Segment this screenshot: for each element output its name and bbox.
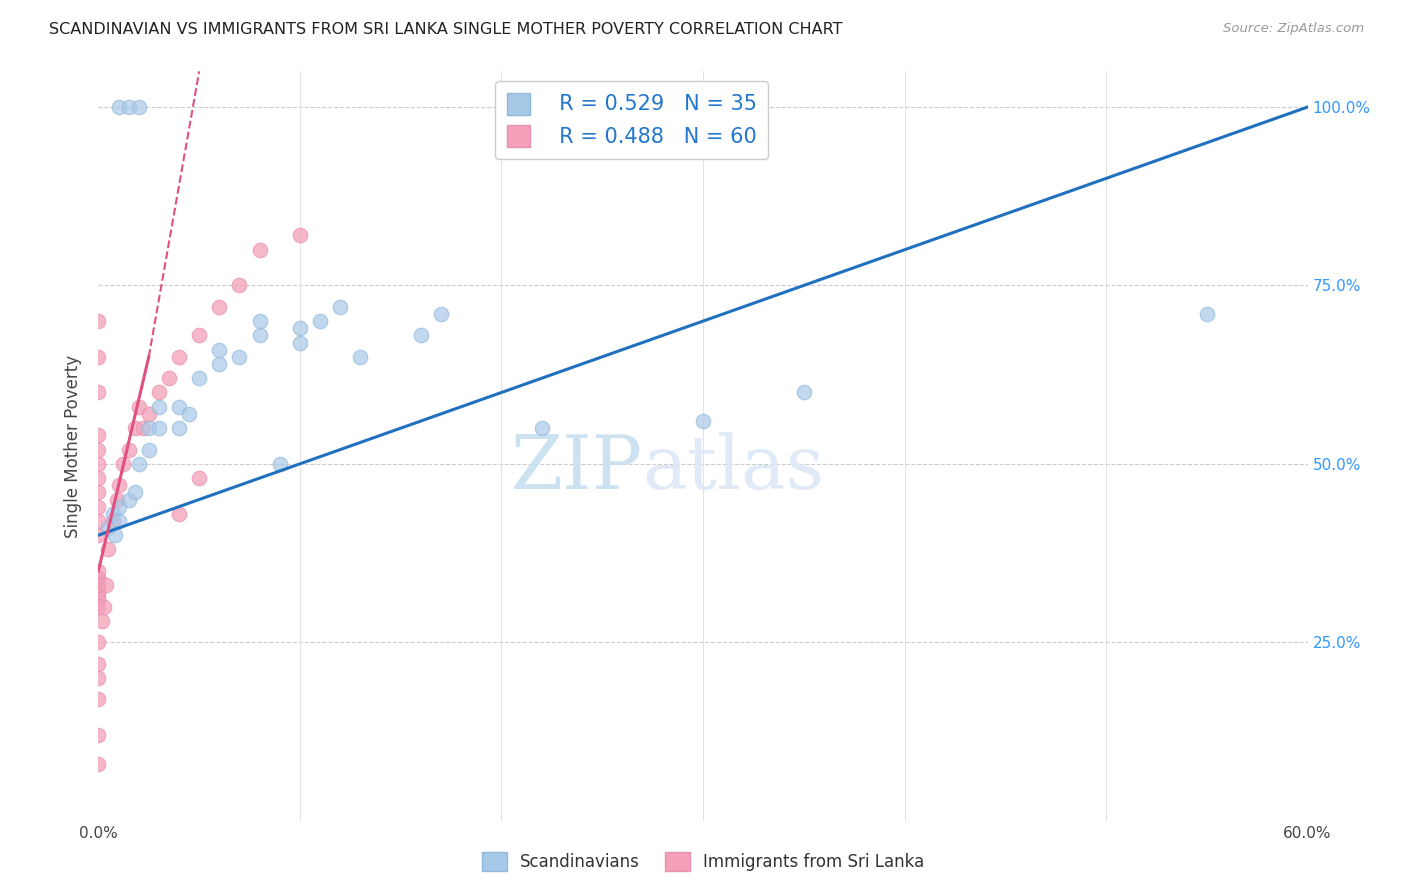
Point (87, 578, 110, 592)
Point (128, 457, 150, 471)
Point (208, 300, 231, 314)
Point (87, 514, 110, 528)
Point (118, 100, 141, 114)
Point (87, 728, 110, 742)
Point (105, 492, 128, 507)
Point (87, 592, 110, 607)
Point (87, 350, 110, 364)
Text: SCANDINAVIAN VS IMMIGRANTS FROM SRI LANKA SINGLE MOTHER POVERTY CORRELATION CHAR: SCANDINAVIAN VS IMMIGRANTS FROM SRI LANK… (49, 22, 842, 37)
Point (87, 599, 110, 614)
Point (167, 421, 190, 435)
Point (128, 100, 150, 114)
Point (124, 485, 146, 500)
Point (107, 500, 129, 514)
Point (430, 307, 453, 321)
Point (148, 421, 170, 435)
Point (87, 635, 110, 649)
Point (188, 371, 211, 385)
Point (530, 421, 553, 435)
Point (208, 343, 231, 357)
Point (228, 350, 250, 364)
Point (157, 371, 180, 385)
Point (138, 442, 160, 457)
Point (97, 542, 120, 557)
Point (329, 300, 352, 314)
Point (148, 385, 170, 400)
Point (269, 457, 291, 471)
Point (103, 528, 125, 542)
Point (111, 457, 134, 471)
Point (138, 421, 160, 435)
Text: atlas: atlas (643, 432, 825, 505)
Point (87, 528, 110, 542)
Point (87, 756, 110, 771)
Point (118, 492, 141, 507)
Point (87, 592, 110, 607)
Point (101, 507, 124, 521)
Text: ZIP: ZIP (510, 432, 643, 505)
Point (87, 657, 110, 671)
Point (288, 228, 311, 243)
Point (208, 357, 231, 371)
Point (87, 585, 110, 599)
Point (132, 421, 155, 435)
Point (249, 314, 271, 328)
Point (87, 692, 110, 706)
Point (309, 314, 332, 328)
Point (87, 571, 110, 585)
Point (101, 514, 124, 528)
Text: Source: ZipAtlas.com: Source: ZipAtlas.com (1223, 22, 1364, 36)
Point (124, 421, 146, 435)
Point (107, 478, 129, 492)
Point (188, 471, 211, 485)
Point (288, 321, 311, 335)
Point (249, 328, 271, 343)
Point (87, 314, 110, 328)
Point (167, 350, 190, 364)
Point (96, 578, 118, 592)
Point (87, 500, 110, 514)
Point (188, 328, 211, 343)
Point (87, 471, 110, 485)
Point (1195, 307, 1218, 321)
Point (87, 585, 110, 599)
Point (288, 335, 311, 350)
Point (87, 578, 110, 592)
Point (87, 428, 110, 442)
Point (107, 514, 129, 528)
Point (87, 485, 110, 500)
Point (87, 442, 110, 457)
Y-axis label: Single Mother Poverty: Single Mother Poverty (65, 354, 83, 538)
Point (87, 571, 110, 585)
Point (87, 564, 110, 578)
Point (128, 400, 150, 414)
Point (138, 407, 160, 421)
Point (97, 521, 120, 535)
Point (107, 100, 129, 114)
Point (118, 442, 141, 457)
Point (167, 400, 190, 414)
Point (409, 328, 432, 343)
Point (148, 400, 170, 414)
Point (93, 599, 115, 614)
Point (179, 407, 201, 421)
Point (793, 385, 815, 400)
Point (349, 350, 371, 364)
Point (167, 507, 190, 521)
Point (692, 414, 714, 428)
Point (87, 671, 110, 685)
Point (228, 278, 250, 293)
Point (249, 243, 271, 257)
Point (87, 457, 110, 471)
Legend: Scandinavians, Immigrants from Sri Lanka: Scandinavians, Immigrants from Sri Lanka (474, 843, 932, 880)
Legend:   R = 0.529   N = 35,   R = 0.488   N = 60: R = 0.529 N = 35, R = 0.488 N = 60 (495, 81, 768, 159)
Point (91, 614, 114, 628)
Point (87, 385, 110, 400)
